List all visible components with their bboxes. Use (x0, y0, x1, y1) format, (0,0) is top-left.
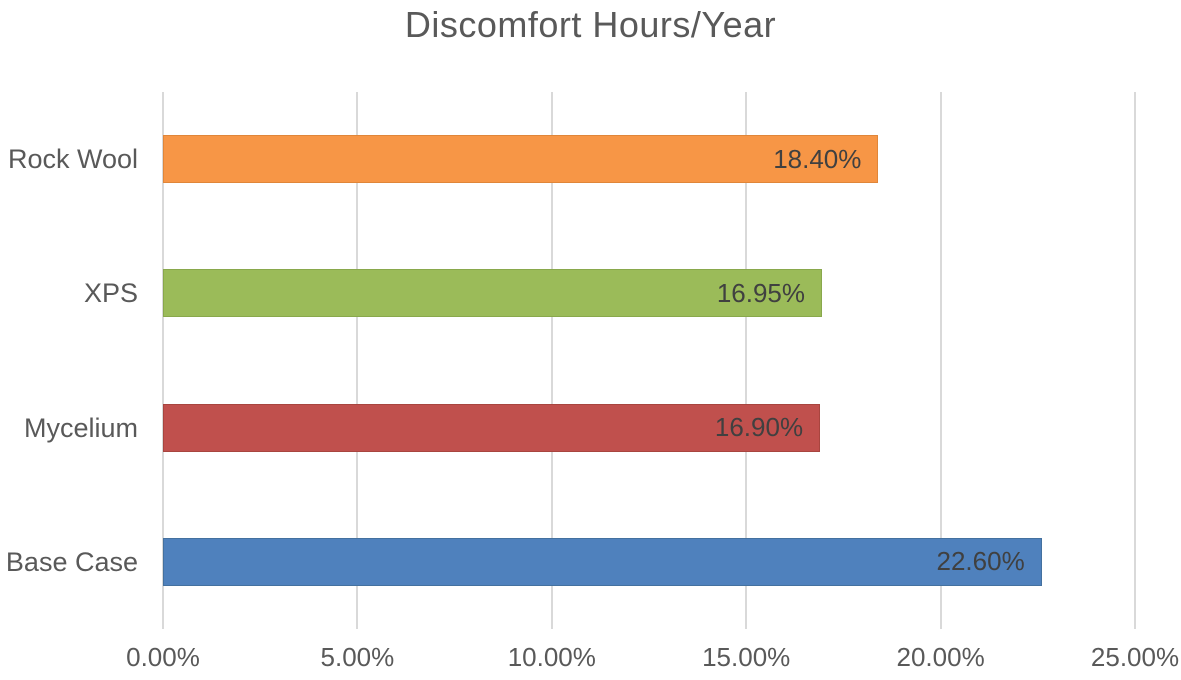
gridline (162, 92, 164, 629)
category-label-rock-wool: Rock Wool (7, 144, 138, 175)
bar-rock-wool: 18.40% (163, 135, 879, 184)
gridline (745, 92, 748, 629)
x-axis-tick-label: 25.00% (1090, 642, 1180, 672)
plot-area: 18.40% 16.95% 16.90% 22.60% (162, 92, 1136, 629)
bar-xps: 16.95% (163, 269, 823, 318)
bar-value-label: 18.40% (773, 143, 862, 174)
chart-title: Discomfort Hours/Year (404, 4, 777, 45)
category-label-xps: XPS (83, 278, 138, 309)
bar-value-label: 16.95% (716, 277, 806, 308)
gridline (939, 92, 942, 629)
x-axis-tick-label: 0.00% (126, 642, 200, 672)
gridline (356, 92, 359, 629)
gridline (550, 92, 553, 629)
category-label-base-case: Base Case (5, 546, 138, 577)
x-axis-tick-label: 10.00% (507, 642, 596, 672)
bar-value-label: 22.60% (936, 546, 1025, 577)
x-axis-tick-label: 20.00% (896, 642, 985, 672)
gridline (1134, 92, 1136, 629)
bar-base-case: 22.60% (163, 537, 1042, 586)
bar-value-label: 16.90% (714, 412, 804, 443)
x-axis-tick-label: 15.00% (702, 642, 791, 672)
x-axis-tick-label: 5.00% (320, 642, 395, 672)
category-label-mycelium: Mycelium (23, 412, 138, 443)
bar-mycelium: 16.90% (163, 403, 821, 452)
